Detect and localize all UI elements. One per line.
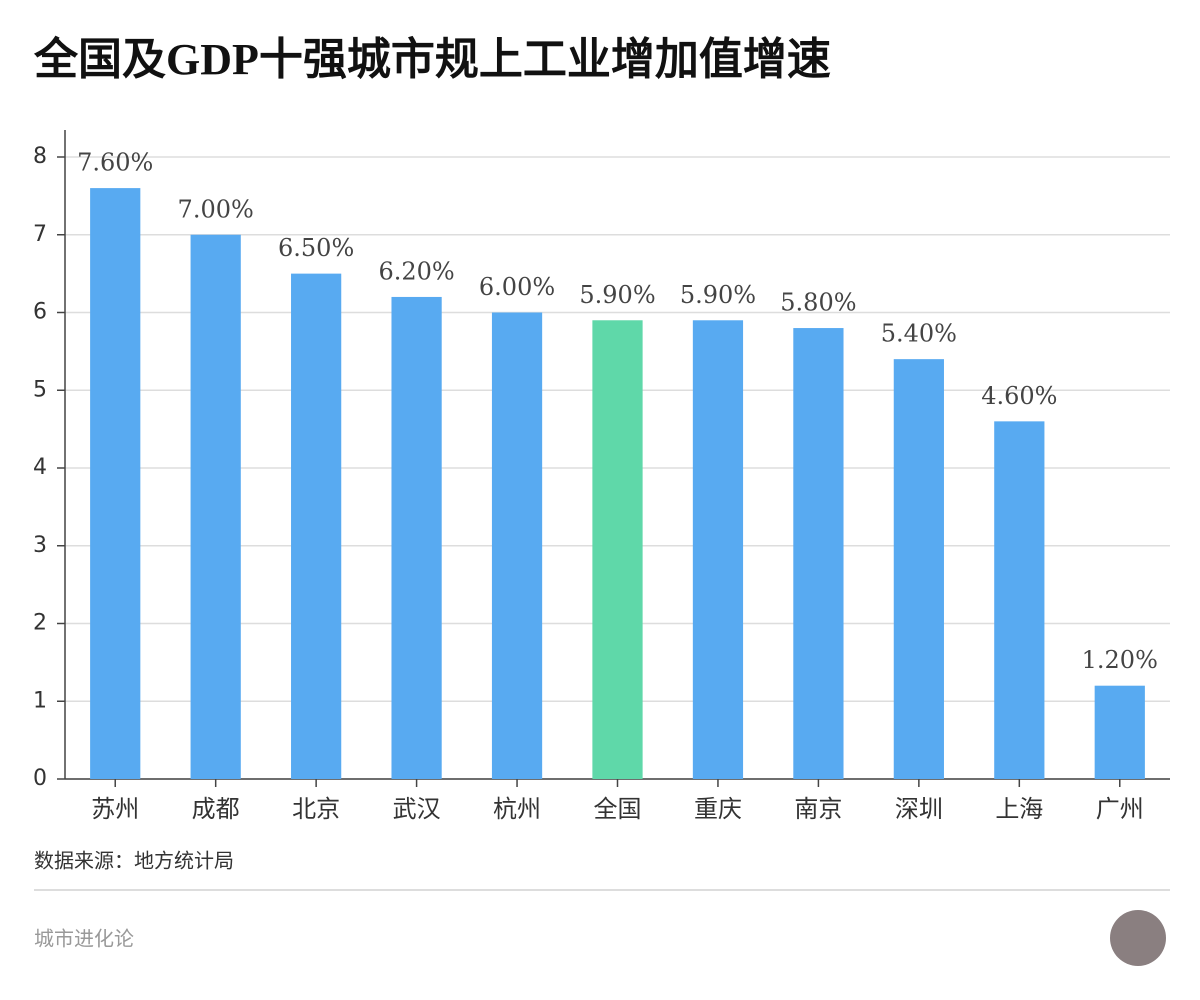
data-label: 6.50% <box>278 234 354 262</box>
x-tick-label: 南京 <box>794 795 842 823</box>
x-tick-label: 北京 <box>292 795 340 823</box>
bar <box>994 421 1045 779</box>
y-tick-label: 6 <box>33 300 47 325</box>
bar <box>90 188 141 780</box>
source: 数据来源：地方统计局 <box>34 849 234 873</box>
x-tick-label: 广州 <box>1096 795 1144 823</box>
y-tick-label: 0 <box>33 766 47 791</box>
data-label: 7.60% <box>77 149 153 177</box>
bar <box>893 359 944 779</box>
y-tick-label: 5 <box>33 377 47 402</box>
data-label: 4.60% <box>981 382 1057 410</box>
bar <box>592 320 643 779</box>
bar <box>291 273 342 779</box>
x-tick-label: 武汉 <box>393 795 441 823</box>
footer: 城市进化论 <box>34 927 134 951</box>
x-tick-label: 深圳 <box>895 795 943 823</box>
data-label: 1.20% <box>1082 646 1158 674</box>
y-tick-label: 4 <box>33 455 47 480</box>
x-tick-label: 全国 <box>594 795 642 823</box>
bar <box>692 320 744 779</box>
bar <box>391 296 442 779</box>
bar <box>1094 685 1145 779</box>
data-label: 5.40% <box>881 320 957 348</box>
bar <box>491 312 543 779</box>
data-label: 5.90% <box>579 281 655 309</box>
bar <box>793 328 844 779</box>
bar <box>190 234 241 779</box>
logo <box>1110 910 1166 966</box>
y-tick-label: 8 <box>33 144 47 169</box>
y-tick-label: 7 <box>33 222 47 247</box>
data-label: 5.90% <box>680 281 756 309</box>
x-tick-label: 重庆 <box>694 795 742 823</box>
data-label: 6.00% <box>479 273 555 301</box>
x-tick-label: 成都 <box>192 795 240 823</box>
data-label: 5.80% <box>780 289 856 317</box>
x-tick-label: 杭州 <box>493 795 541 823</box>
y-tick-label: 1 <box>33 688 47 713</box>
x-tick-label: 苏州 <box>91 795 139 823</box>
x-tick-label: 上海 <box>995 795 1043 823</box>
data-label: 7.00% <box>178 195 254 223</box>
y-tick-label: 2 <box>33 611 47 636</box>
y-tick-label: 3 <box>33 533 47 558</box>
chart-title: 全国及GDP十强城市规上工业增加值增速 <box>33 34 831 84</box>
data-label: 6.20% <box>378 257 454 285</box>
